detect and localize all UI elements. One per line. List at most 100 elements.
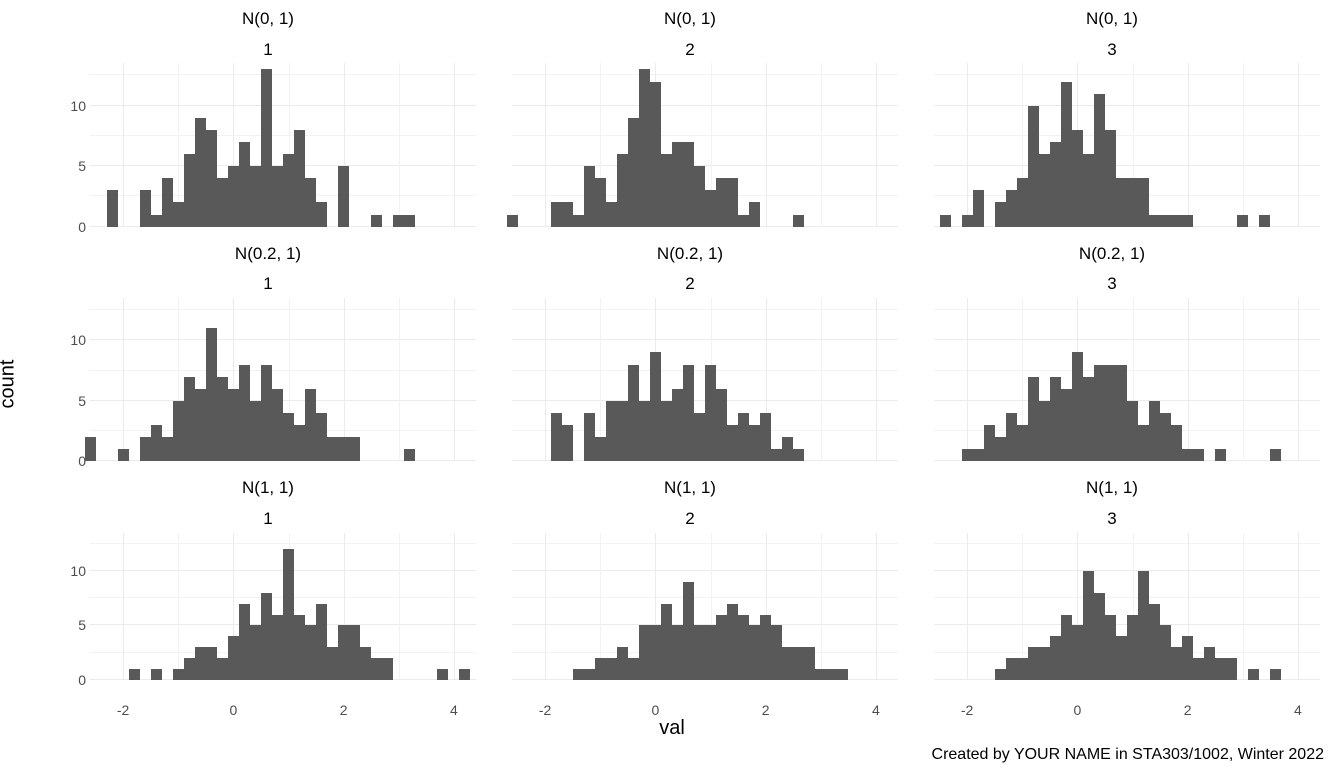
- facet-cell: N(0, 1)10510: [60, 0, 476, 231]
- histogram-bar: [683, 142, 694, 227]
- histogram-bar: [217, 658, 228, 680]
- histogram-bar: [1116, 365, 1127, 462]
- histogram-bar: [151, 215, 162, 227]
- histogram-bar: [371, 215, 382, 227]
- x-axis-label: val: [0, 717, 1344, 740]
- histogram-bar: [283, 413, 294, 461]
- histogram-bar: [437, 669, 448, 680]
- histogram-bar: [173, 202, 184, 226]
- panel-wrap: [482, 63, 898, 226]
- histogram-bar: [283, 154, 294, 227]
- strip-label-distribution: N(0, 1): [1086, 10, 1138, 29]
- strip-label-distribution: N(0, 1): [242, 10, 294, 29]
- histogram-bar: [1017, 658, 1028, 680]
- histogram-bar: [1171, 215, 1182, 227]
- histogram-bar: [382, 658, 393, 680]
- histogram-bar: [738, 215, 749, 227]
- x-tick-label: 4: [1294, 702, 1302, 718]
- histogram-bars: [934, 533, 1320, 680]
- x-tick-label: 2: [1184, 702, 1192, 718]
- histogram-bar: [837, 669, 848, 680]
- strip-label-replicate: 3: [1107, 510, 1116, 529]
- facet-cell: N(1, 1)2-2024: [482, 469, 898, 700]
- strip-label-distribution: N(0, 1): [664, 10, 716, 29]
- plot-panel: [934, 533, 1320, 680]
- histogram-bar: [1116, 636, 1127, 680]
- histogram-bar: [316, 604, 327, 680]
- histogram-bar: [1105, 615, 1116, 680]
- histogram-bar: [261, 593, 272, 680]
- histogram-bar: [228, 389, 239, 462]
- histogram-bar: [151, 425, 162, 461]
- x-tick-label: 0: [229, 702, 237, 718]
- histogram-bar: [338, 166, 349, 226]
- histogram-bar: [294, 615, 305, 680]
- histogram-bar: [1039, 154, 1050, 227]
- histogram-bar: [371, 658, 382, 680]
- histogram-bar: [272, 389, 283, 462]
- histogram-bar: [551, 413, 562, 461]
- histogram-bar: [1072, 352, 1083, 461]
- histogram-bar: [1039, 401, 1050, 461]
- histogram-bar: [1237, 215, 1248, 227]
- histogram-bars: [90, 533, 476, 680]
- histogram-bar: [217, 377, 228, 462]
- panel-wrap: 0510: [60, 533, 476, 680]
- histogram-bar: [694, 413, 705, 461]
- histogram-bar: [1204, 647, 1215, 680]
- histogram-bar: [173, 669, 184, 680]
- panel-wrap: [904, 533, 1320, 680]
- histogram-bar: [683, 365, 694, 462]
- plot-area: [90, 298, 476, 461]
- histogram-bar: [140, 437, 151, 461]
- figure-caption: Created by YOUR NAME in STA303/1002, Win…: [932, 746, 1324, 764]
- histogram-bar: [628, 365, 639, 462]
- histogram-bar: [551, 202, 562, 226]
- histogram-bars: [934, 298, 1320, 461]
- histogram-bar: [1061, 82, 1072, 227]
- histogram-bar: [639, 401, 650, 461]
- histogram-bar: [727, 178, 738, 226]
- histogram-bar: [1006, 413, 1017, 461]
- histogram-bar: [661, 604, 672, 680]
- plot-area: [512, 533, 898, 680]
- histogram-bar: [283, 549, 294, 680]
- histogram-bar: [305, 178, 316, 226]
- x-tick-label: 2: [762, 702, 770, 718]
- y-axis: [482, 63, 512, 226]
- plot-panel: [512, 63, 898, 226]
- panel-wrap: [904, 298, 1320, 461]
- histogram-bar: [239, 142, 250, 227]
- histogram-bar: [1017, 178, 1028, 226]
- plot-panel: [90, 298, 476, 461]
- histogram-bar: [672, 142, 683, 227]
- y-axis: [482, 533, 512, 680]
- histogram-bar: [184, 377, 195, 462]
- histogram-bar: [261, 69, 272, 226]
- histogram-bar: [1072, 625, 1083, 680]
- y-axis: [482, 298, 512, 461]
- histogram-bar: [1226, 658, 1237, 680]
- histogram-bar: [1105, 365, 1116, 462]
- x-tick-label: 0: [1073, 702, 1081, 718]
- strip-label-replicate: 3: [1107, 275, 1116, 294]
- histogram-bar: [272, 615, 283, 680]
- histogram-bar: [973, 449, 984, 461]
- histogram-bar: [1270, 669, 1281, 680]
- histogram-bar: [804, 647, 815, 680]
- histogram-bars: [90, 298, 476, 461]
- x-tick-label: -2: [539, 702, 551, 718]
- histogram-bar: [595, 437, 606, 461]
- histogram-bar: [404, 215, 415, 227]
- y-axis: 0510: [60, 63, 90, 226]
- y-axis: 0510: [60, 533, 90, 680]
- histogram-bar: [206, 130, 217, 227]
- strip-label-replicate: 1: [263, 275, 272, 294]
- histogram-bar: [995, 669, 1006, 680]
- histogram-bar: [1259, 215, 1270, 227]
- histogram-bar: [995, 437, 1006, 461]
- histogram-bar: [705, 625, 716, 680]
- facet-cell: N(0.2, 1)2: [482, 235, 898, 466]
- histogram-bar: [404, 449, 415, 461]
- histogram-bar: [573, 215, 584, 227]
